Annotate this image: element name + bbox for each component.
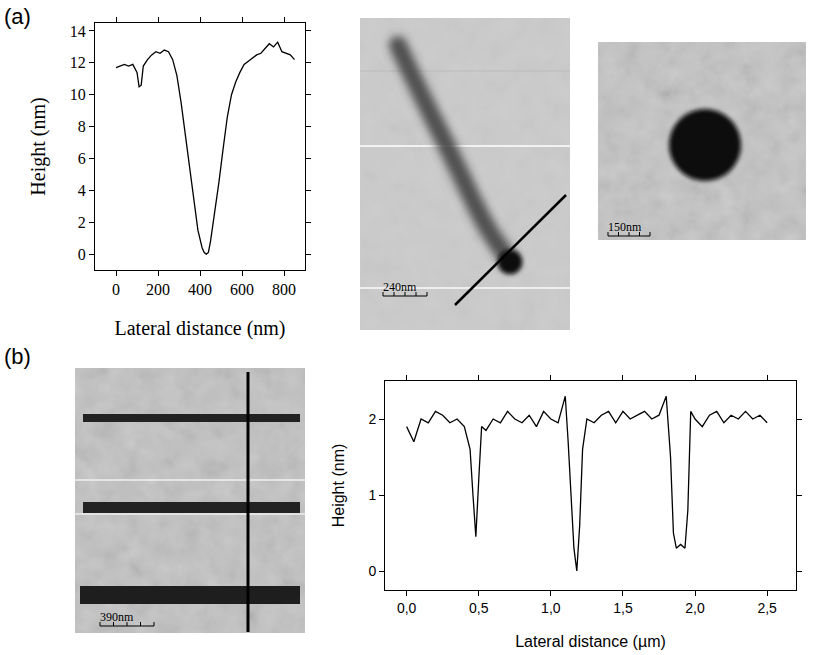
svg-text:8: 8 bbox=[78, 118, 86, 135]
svg-text:1,0: 1,0 bbox=[541, 600, 561, 616]
svg-text:0,5: 0,5 bbox=[469, 600, 489, 616]
svg-text:1: 1 bbox=[368, 487, 376, 503]
svg-text:Lateral distance (nm): Lateral distance (nm) bbox=[114, 317, 285, 340]
svg-text:0: 0 bbox=[112, 281, 120, 298]
svg-text:1,5: 1,5 bbox=[613, 600, 633, 616]
svg-text:800: 800 bbox=[272, 281, 296, 298]
svg-text:0: 0 bbox=[368, 563, 376, 579]
svg-text:390nm: 390nm bbox=[100, 610, 134, 624]
svg-text:200: 200 bbox=[146, 281, 170, 298]
svg-text:4: 4 bbox=[78, 182, 86, 199]
svg-text:2,0: 2,0 bbox=[685, 600, 705, 616]
svg-text:Height (nm): Height (nm) bbox=[27, 97, 50, 195]
svg-text:0,0: 0,0 bbox=[397, 600, 417, 616]
svg-text:12: 12 bbox=[70, 54, 86, 71]
svg-text:600: 600 bbox=[230, 281, 254, 298]
svg-text:2: 2 bbox=[78, 214, 86, 231]
svg-text:(b): (b) bbox=[4, 344, 31, 369]
svg-text:Lateral distance (µm): Lateral distance (µm) bbox=[515, 633, 666, 650]
svg-text:Height (nm): Height (nm) bbox=[330, 444, 347, 528]
svg-text:150nm: 150nm bbox=[608, 220, 642, 234]
svg-text:10: 10 bbox=[70, 86, 86, 103]
svg-text:400: 400 bbox=[188, 281, 212, 298]
svg-text:0: 0 bbox=[78, 246, 86, 263]
svg-text:240nm: 240nm bbox=[383, 280, 417, 294]
svg-text:6: 6 bbox=[78, 150, 86, 167]
svg-text:2: 2 bbox=[368, 411, 376, 427]
svg-text:14: 14 bbox=[70, 23, 86, 40]
svg-text:2,5: 2,5 bbox=[757, 600, 777, 616]
svg-text:(a): (a) bbox=[4, 4, 31, 29]
